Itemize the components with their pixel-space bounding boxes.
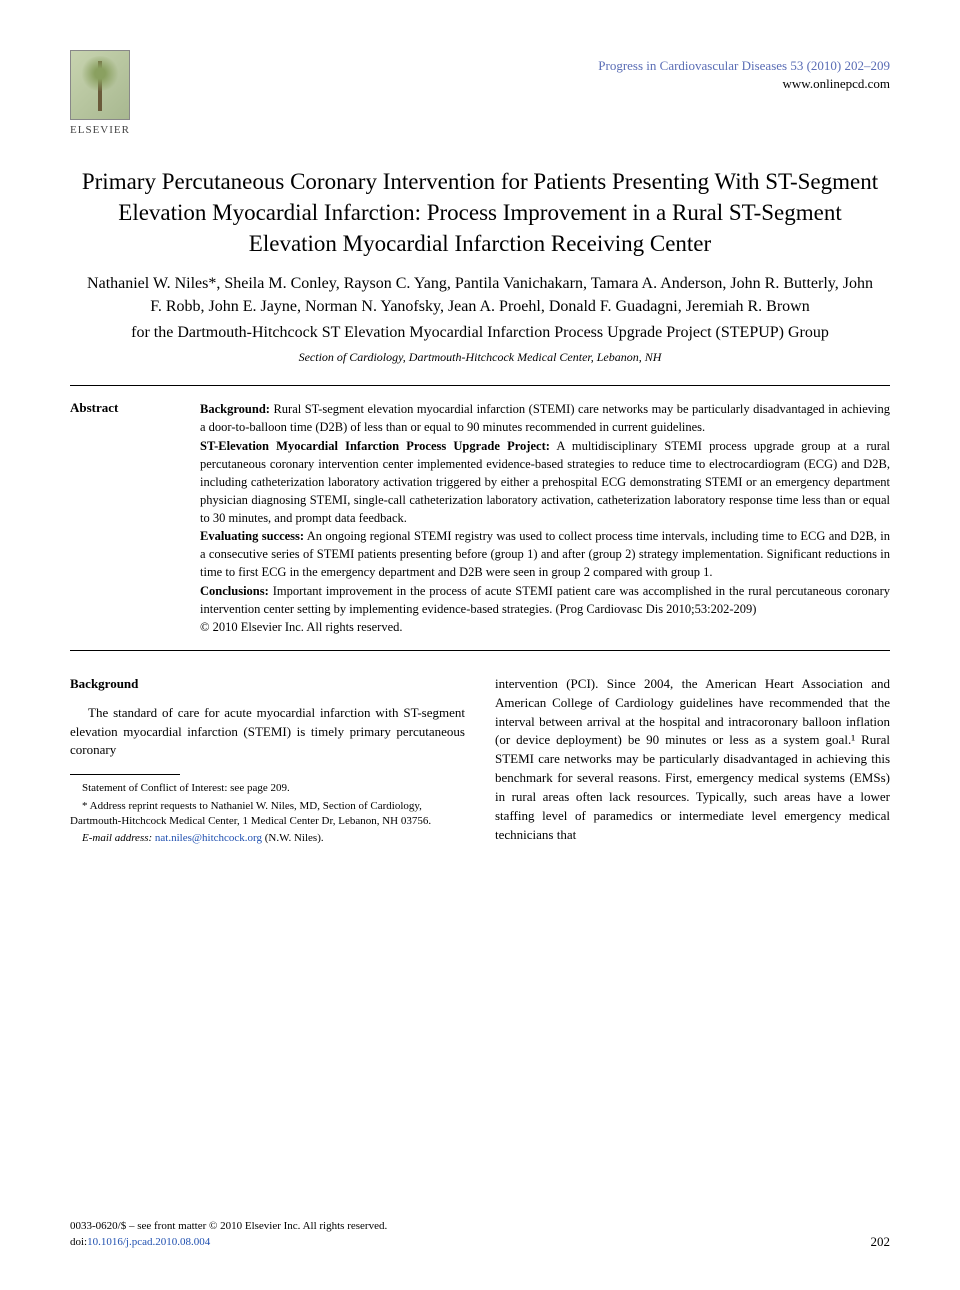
affiliation: Section of Cardiology, Dartmouth-Hitchco… — [70, 350, 890, 365]
publisher-name: ELSEVIER — [70, 124, 130, 136]
footnote-divider — [70, 774, 180, 775]
abstract-block: Abstract Background: Rural ST-segment el… — [70, 386, 890, 650]
doi-prefix: doi: — [70, 1236, 87, 1248]
footnote-email-suffix: (N.W. Niles). — [262, 832, 324, 844]
body-para-right: intervention (PCI). Since 2004, the Amer… — [495, 675, 890, 845]
doi-link[interactable]: 10.1016/j.pcad.2010.08.004 — [87, 1236, 210, 1248]
footer-doi: doi:10.1016/j.pcad.2010.08.004 — [70, 1235, 387, 1250]
research-group: for the Dartmouth-Hitchcock ST Elevation… — [70, 322, 890, 344]
authors-list: Nathaniel W. Niles*, Sheila M. Conley, R… — [70, 273, 890, 318]
footer-issn: 0033-0620/$ – see front matter © 2010 El… — [70, 1219, 387, 1234]
section-heading-background: Background — [70, 675, 465, 694]
page-number: 202 — [871, 1234, 891, 1250]
abstract-text-background: Rural ST-segment elevation myocardial in… — [200, 402, 890, 434]
divider-bottom — [70, 650, 890, 651]
abstract-head-project: ST-Elevation Myocardial Infarction Proce… — [200, 439, 550, 453]
abstract-text-evaluating: An ongoing regional STEMI registry was u… — [200, 529, 890, 579]
column-left: Background The standard of care for acut… — [70, 675, 465, 849]
abstract-head-conclusions: Conclusions: — [200, 584, 269, 598]
abstract-label: Abstract — [70, 400, 160, 636]
abstract-text-conclusions: Important improvement in the process of … — [200, 584, 890, 616]
journal-info: Progress in Cardiovascular Diseases 53 (… — [598, 50, 890, 92]
footnote-email: E-mail address: nat.niles@hitchcock.org … — [70, 831, 465, 846]
page-header: ELSEVIER Progress in Cardiovascular Dise… — [70, 50, 890, 136]
elsevier-tree-icon — [70, 50, 130, 120]
footer-left: 0033-0620/$ – see front matter © 2010 El… — [70, 1219, 387, 1250]
footnote-conflict: Statement of Conflict of Interest: see p… — [70, 781, 465, 796]
footnotes: Statement of Conflict of Interest: see p… — [70, 781, 465, 847]
journal-citation: Progress in Cardiovascular Diseases 53 (… — [598, 58, 890, 74]
page-footer: 0033-0620/$ – see front matter © 2010 El… — [70, 1219, 890, 1250]
publisher-logo: ELSEVIER — [70, 50, 130, 136]
abstract-head-evaluating: Evaluating success: — [200, 529, 304, 543]
footnote-email-link[interactable]: nat.niles@hitchcock.org — [155, 832, 262, 844]
journal-url: www.onlinepcd.com — [598, 76, 890, 92]
article-title: Primary Percutaneous Coronary Interventi… — [70, 166, 890, 259]
abstract-head-background: Background: — [200, 402, 270, 416]
abstract-content: Background: Rural ST-segment elevation m… — [200, 400, 890, 636]
abstract-copyright: © 2010 Elsevier Inc. All rights reserved… — [200, 620, 403, 634]
body-columns: Background The standard of care for acut… — [70, 675, 890, 849]
column-right: intervention (PCI). Since 2004, the Amer… — [495, 675, 890, 849]
footnote-email-label: E-mail address: — [82, 832, 155, 844]
footnote-reprint: * Address reprint requests to Nathaniel … — [70, 799, 465, 830]
body-para-left: The standard of care for acute myocardia… — [70, 704, 465, 761]
